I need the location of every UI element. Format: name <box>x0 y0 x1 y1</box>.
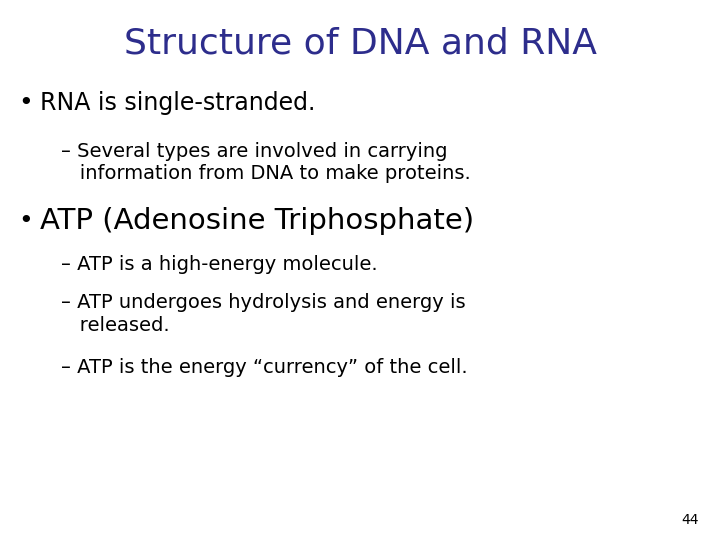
Text: – ATP is the energy “currency” of the cell.: – ATP is the energy “currency” of the ce… <box>61 357 468 377</box>
Text: •: • <box>18 91 32 114</box>
Text: •: • <box>18 210 32 233</box>
Text: – ATP undergoes hydrolysis and energy is: – ATP undergoes hydrolysis and energy is <box>61 293 466 312</box>
Text: 44: 44 <box>681 512 698 526</box>
Text: information from DNA to make proteins.: information from DNA to make proteins. <box>61 164 471 184</box>
Text: released.: released. <box>61 315 170 335</box>
Text: – ATP is a high-energy molecule.: – ATP is a high-energy molecule. <box>61 255 378 274</box>
Text: RNA is single-stranded.: RNA is single-stranded. <box>40 91 315 114</box>
Text: ATP (Adenosine Triphosphate): ATP (Adenosine Triphosphate) <box>40 207 474 235</box>
Text: – Several types are involved in carrying: – Several types are involved in carrying <box>61 141 448 161</box>
Text: Structure of DNA and RNA: Structure of DNA and RNA <box>124 26 596 60</box>
